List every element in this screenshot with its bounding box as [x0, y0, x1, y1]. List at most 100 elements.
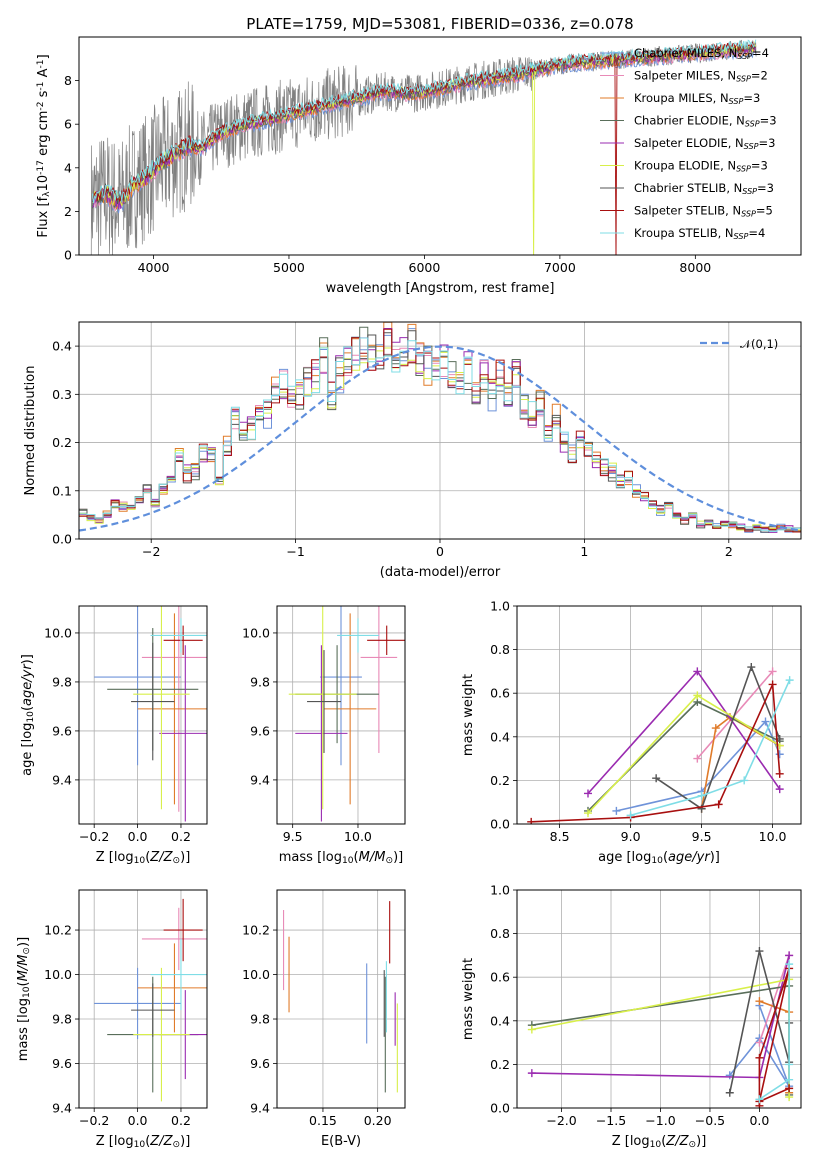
y-axis-label: Normed distribution [23, 366, 38, 496]
x-tick-label: 9.0 [621, 829, 641, 844]
point-marker [755, 947, 764, 956]
x-tick-label: 0.0 [749, 1113, 769, 1128]
axes-frame [516, 889, 802, 1109]
point-marker [527, 1069, 536, 1078]
y-tick-label: 0.6 [490, 970, 510, 985]
x-tick-label: −1.5 [596, 1113, 626, 1128]
errorbar-kroupa-miles [137, 613, 207, 805]
axes-frame [276, 605, 406, 825]
legend-label-chabrier-stelib: Chabrier STELIB, NSSP=3 [634, 181, 774, 196]
x-axis-label: Z [log10(Z/Z⊙)] [612, 1134, 707, 1150]
series-line [630, 679, 791, 817]
point-marker [747, 663, 756, 672]
x-tick-label: 6000 [409, 260, 441, 275]
y-tick-label: 1.0 [490, 883, 510, 898]
x-tick-label: −2 [142, 544, 160, 559]
y-tick-label: 0.0 [490, 817, 510, 832]
plot-area-weight_vs_Z [527, 947, 794, 1108]
x-tick-label: −1.0 [645, 1113, 675, 1128]
x-tick-label: 0.20 [364, 1113, 392, 1128]
y-tick-label: 0.4 [490, 729, 510, 744]
x-tick-label: 0.15 [309, 1113, 337, 1128]
errorbar-salpeter-stelib [367, 625, 405, 655]
axes-frame [78, 889, 208, 1109]
point-marker [768, 680, 777, 689]
y-tick-label: 0.3 [52, 387, 72, 402]
point-marker [584, 789, 592, 798]
y-tick-label: 9.6 [250, 1056, 270, 1071]
errorbar-chabrier-miles [320, 606, 362, 766]
x-tick-label: 0 [436, 544, 444, 559]
x-tick-label: 0.2 [171, 829, 191, 844]
errorbar-kroupa-miles [137, 943, 207, 1033]
x-tick-label: 9.5 [283, 829, 303, 844]
errorbar-salpeter-miles [141, 907, 207, 971]
y-axis-label: mass weight [461, 674, 476, 756]
x-axis-label: age [log10(age/yr)] [598, 850, 720, 866]
errorbar-salpeter-miles [141, 606, 207, 812]
y-tick-label: 0.8 [490, 642, 510, 657]
errorbar-chabrier-miles [94, 606, 181, 766]
x-tick-label: −1 [286, 544, 304, 559]
point-marker [584, 809, 592, 818]
y-tick-label: 10.0 [242, 625, 270, 640]
observed-spectrum-line [90, 39, 757, 255]
series-salpeter-elodie [584, 667, 784, 798]
y-tick-label: 9.8 [52, 1012, 72, 1027]
legend-label-salpeter-elodie: Salpeter ELODIE, NSSP=3 [634, 136, 775, 151]
y-tick-label: 9.8 [52, 674, 72, 689]
point-marker [755, 1038, 764, 1047]
plot-area-age_vs_Z [94, 606, 207, 822]
legend-label-kroupa-miles: Kroupa MILES, NSSP=3 [634, 91, 760, 106]
point-marker [775, 785, 784, 794]
x-tick-label: 7000 [544, 260, 576, 275]
legend-label-gaussian: 𝒩(0,1) [740, 337, 778, 351]
y-tick-label: 9.4 [250, 1101, 270, 1116]
series-line [587, 700, 781, 812]
y-tick-label: 9.8 [250, 1012, 270, 1027]
plot-area-mass_vs_ebv [283, 901, 398, 1093]
plot-area-weight_vs_age [527, 663, 794, 824]
x-tick-label: 8.5 [550, 829, 570, 844]
errorbar-chabrier-stelib [307, 650, 341, 753]
errorbar-chabrier-stelib [131, 983, 175, 1037]
axes-age_vs_Z: −0.2 0.0 0.2 9.4 9.6 9.8 10.0 Z [log10(Z/Z⊙)] ag… [20, 605, 208, 866]
errorbar-kroupa-miles [324, 613, 377, 805]
point-marker [785, 1084, 794, 1093]
legend-label-kroupa-stelib: Kroupa STELIB, NSSP=4 [634, 226, 765, 241]
point-marker [714, 800, 723, 809]
point-marker [697, 791, 706, 800]
y-tick-label: 2 [64, 204, 72, 219]
plot-area-age_vs_mass [288, 606, 405, 822]
point-marker [785, 951, 794, 960]
x-tick-label: 9.5 [692, 829, 712, 844]
point-marker [693, 754, 702, 763]
y-tick-label: 9.6 [52, 723, 72, 738]
y-tick-label: 0.6 [490, 686, 510, 701]
series-line [758, 955, 790, 1043]
axes-frame [276, 889, 406, 1109]
y-tick-label: 0.2 [52, 435, 72, 450]
y-tick-label: 0.4 [490, 1013, 510, 1028]
y-tick-label: 0 [64, 248, 72, 263]
x-tick-label: 5000 [273, 260, 305, 275]
model-spectrum-kroupa-stelib [92, 39, 757, 204]
x-tick-label: −0.2 [79, 1113, 109, 1128]
legend-label-chabrier-miles: Chabrier MILES, NSSP=4 [634, 46, 769, 61]
errorbar-salpeter-elodie [159, 645, 207, 822]
y-tick-label: 9.4 [250, 772, 270, 787]
axes-frame [78, 605, 208, 825]
errorbar-kroupa-elodie [133, 606, 190, 810]
plot-area-mass_vs_Z [94, 898, 207, 1102]
axes-weight_vs_Z: −2.0 −1.5 −1.0 −0.5 0.0 0.0 0.2 0.4 0.6 0.8 1.0 Z [… [461, 883, 802, 1150]
errorbar-salpeter-miles [360, 606, 398, 753]
axes-frame [78, 36, 802, 256]
point-marker [785, 1075, 794, 1084]
axes-age_vs_mass: 9.5 10.0 9.4 9.6 9.8 10.0 mass [log10(M/M⊙)] [242, 605, 406, 866]
point-marker [785, 676, 794, 685]
chart-title: PLATE=1759, MJD=53081, FIBERID=0336, z=0… [246, 15, 633, 33]
y-tick-label: 10.0 [242, 967, 270, 982]
axes-mass_vs_Z: −0.2 0.0 0.2 9.4 9.6 9.8 10.0 10.2 Z [log10(Z/Z⊙… [16, 889, 208, 1150]
legend-label-kroupa-elodie: Kroupa ELODIE, NSSP=3 [634, 159, 768, 174]
y-tick-label: 9.4 [52, 1101, 72, 1116]
